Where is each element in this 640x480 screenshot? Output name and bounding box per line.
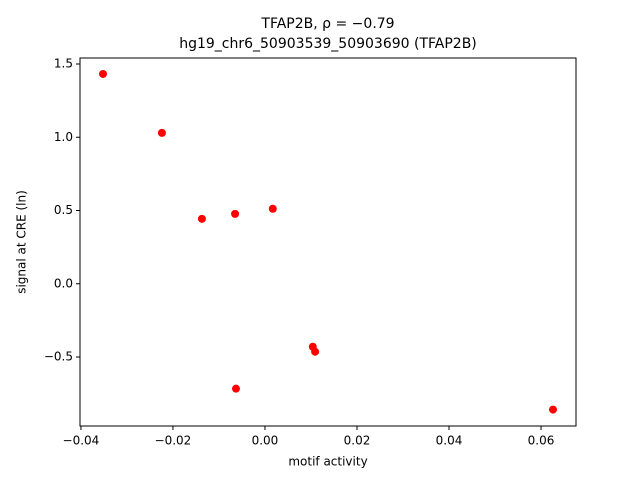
chart-title: TFAP2B, ρ = −0.79 xyxy=(260,16,394,32)
point xyxy=(548,405,557,414)
x-tick-label: 0.00 xyxy=(252,434,279,448)
y-axis-label: signal at CRE (ln) xyxy=(15,190,29,294)
y-tick-label: 0.0 xyxy=(54,276,73,290)
point xyxy=(268,204,277,213)
plot-frame xyxy=(79,57,577,427)
point xyxy=(99,69,108,78)
point xyxy=(197,214,206,223)
point xyxy=(231,209,240,218)
x-tick-label: 0.04 xyxy=(436,434,463,448)
x-tick-label: −0.04 xyxy=(63,434,100,448)
point xyxy=(231,384,240,393)
y-tick-label: 1.5 xyxy=(54,57,73,71)
x-tick-label: −0.02 xyxy=(155,434,192,448)
x-tick-label: 0.02 xyxy=(344,434,371,448)
point xyxy=(311,347,320,356)
x-tick-label: 0.06 xyxy=(528,434,555,448)
chart-subtitle: hg19_chr6_50903539_50903690 (TFAP2B) xyxy=(179,36,477,52)
x-axis-label: motif activity xyxy=(288,455,367,469)
y-tick-label: 0.5 xyxy=(54,203,73,217)
y-tick-label: 1.0 xyxy=(54,130,73,144)
point xyxy=(157,128,166,137)
y-tick-label: −0.5 xyxy=(44,350,73,364)
